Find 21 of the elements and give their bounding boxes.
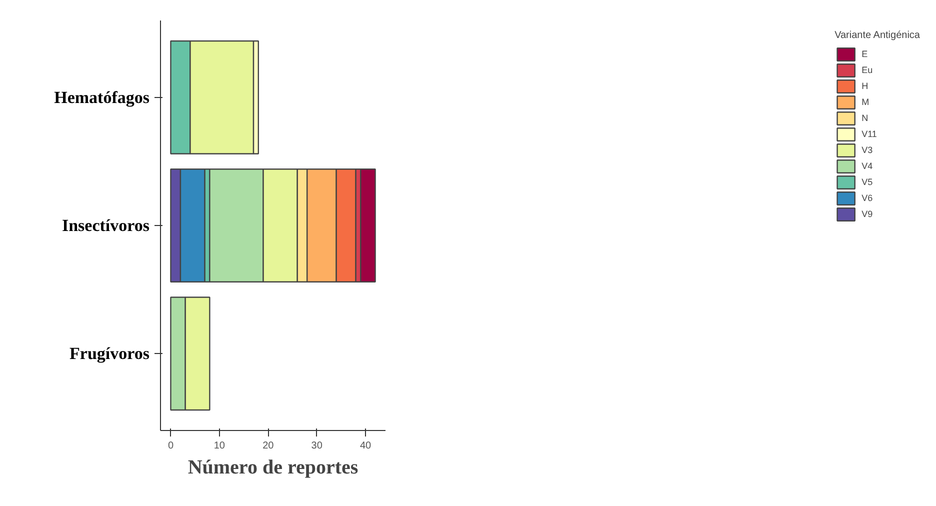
legend-title: Variante Antigénica [834,30,920,41]
legend-label: M [862,96,870,109]
y-tick-label: Insectívoros [62,216,150,235]
legend-label: V5 [862,176,874,189]
x-tick-label: 20 [262,440,274,452]
legend-label: H [862,80,870,93]
y-tick-label: Hematófagos [54,88,150,107]
x-tick-label: 40 [360,440,372,452]
x-tick-label: 0 [168,440,174,452]
legend-label: V11 [862,128,878,141]
x-tick-label: 30 [311,440,323,452]
legend-label: N [862,112,870,125]
legend-label: V6 [862,192,874,205]
y-tick-label: Frugívoros [70,344,150,364]
x-tick-label: 10 [214,440,226,452]
x-axis-title: Número de reportes [188,456,358,478]
legend-label: V3 [862,144,874,157]
legend-label: V9 [862,208,874,221]
legend-label: E [862,48,869,61]
legend-label: V4 [862,160,874,173]
legend-label: Eu [862,64,874,77]
